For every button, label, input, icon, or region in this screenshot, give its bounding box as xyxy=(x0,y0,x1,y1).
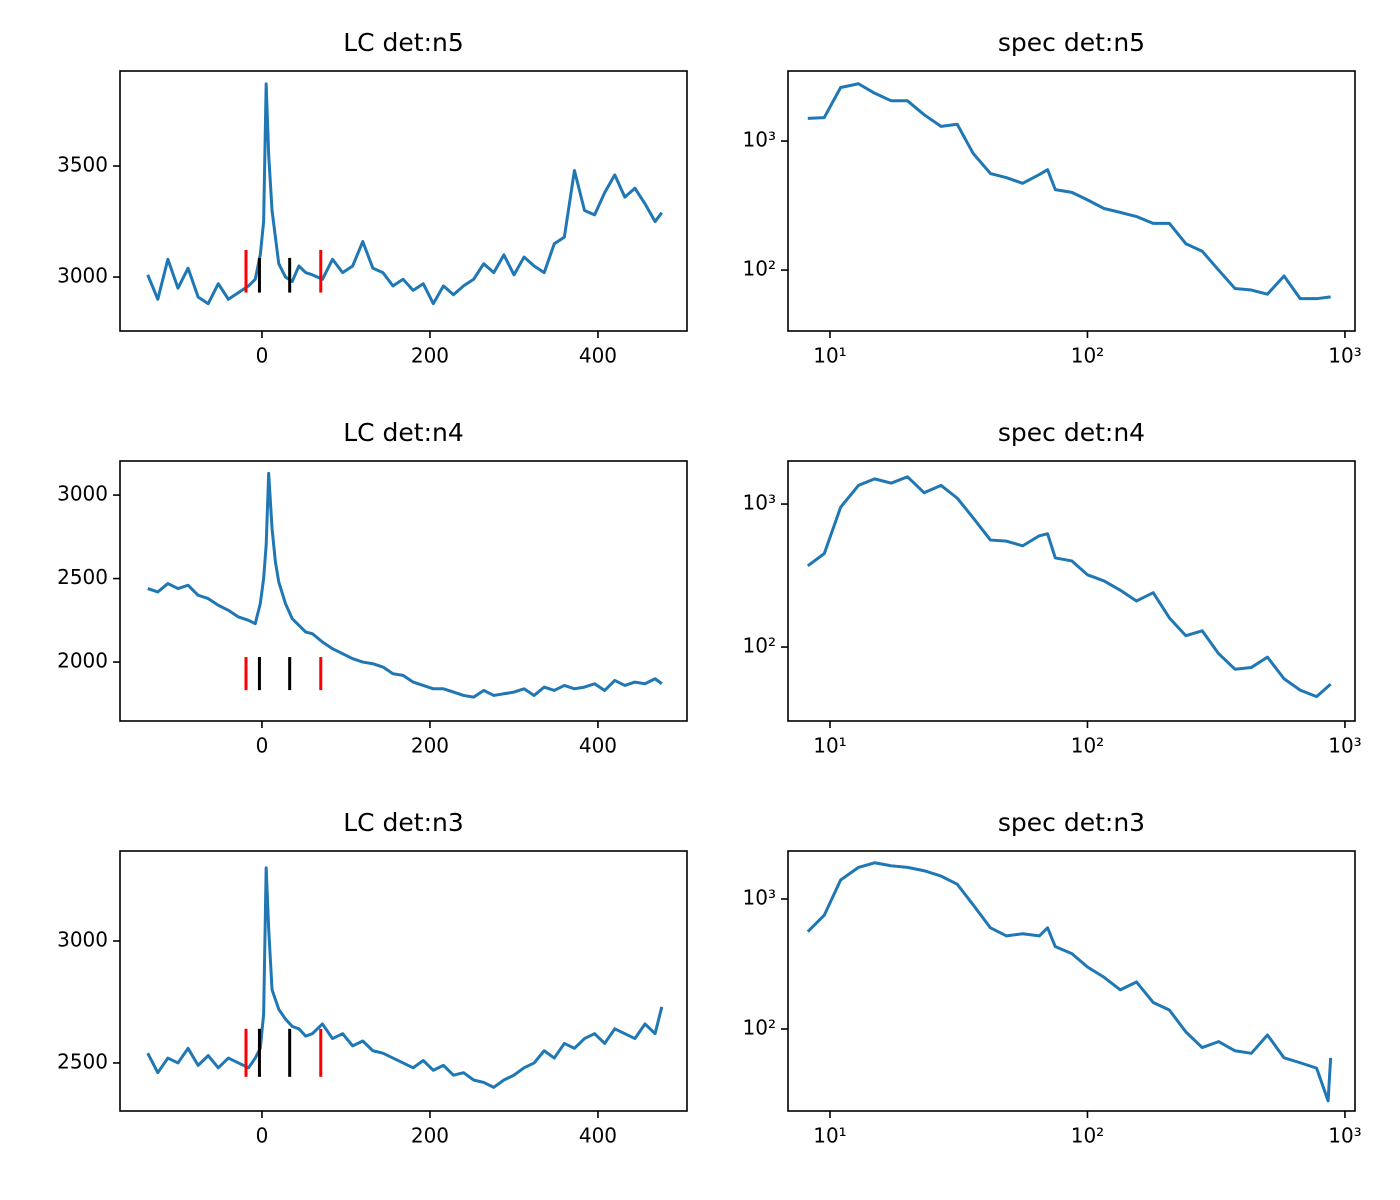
y-tick-label: 3500 xyxy=(57,153,108,177)
x-tick-label: 400 xyxy=(579,344,617,368)
x-tick-label: 200 xyxy=(411,344,449,368)
data-line xyxy=(147,471,663,699)
y-tick-label: 3000 xyxy=(57,482,108,506)
subplot-title: spec det:n5 xyxy=(998,28,1145,57)
x-tick-label: 10² xyxy=(1071,734,1104,758)
y-tick-label: 3000 xyxy=(57,264,108,288)
x-tick-label: 200 xyxy=(411,1124,449,1148)
plot-area xyxy=(147,471,663,699)
data-line xyxy=(806,475,1332,699)
x-tick-label: 400 xyxy=(579,734,617,758)
axes-frame xyxy=(119,850,688,1112)
y-tick-label: 10³ xyxy=(743,491,776,515)
x-tick-label: 10¹ xyxy=(813,1124,846,1148)
plot-area xyxy=(146,866,664,1089)
x-tick-label: 0 xyxy=(256,734,269,758)
y-tick-label: 2500 xyxy=(57,1049,108,1073)
axes-frame xyxy=(119,460,688,722)
subplot-title: spec det:n3 xyxy=(998,808,1145,837)
subplot-title: LC det:n5 xyxy=(343,28,464,57)
subplot: LC det:n5 0 200 400 3000 3500 xyxy=(57,28,688,368)
x-tick-label: 400 xyxy=(579,1124,617,1148)
data-line xyxy=(146,82,663,306)
x-tick-label: 10² xyxy=(1071,344,1104,368)
y-tick-label: 10² xyxy=(743,1015,776,1039)
x-tick-label: 200 xyxy=(411,734,449,758)
y-tick-label: 10³ xyxy=(743,885,776,909)
y-tick-label: 10² xyxy=(743,634,776,658)
plot-area xyxy=(146,82,663,306)
x-tick-label: 10³ xyxy=(1328,734,1361,758)
subplot: spec det:n3 10¹ 10² 10³ 10² 10³ xyxy=(743,808,1362,1148)
data-line xyxy=(146,866,664,1089)
plot-area xyxy=(807,82,1331,301)
plot-area xyxy=(806,475,1332,699)
subplot: LC det:n4 0 200 400 2000 2500 3000 xyxy=(57,418,688,758)
axes-frame xyxy=(787,460,1356,722)
axes-frame xyxy=(787,70,1356,332)
data-line xyxy=(807,82,1331,301)
x-tick-label: 10¹ xyxy=(813,344,846,368)
x-tick-label: 10³ xyxy=(1328,344,1361,368)
y-tick-label: 3000 xyxy=(57,928,108,952)
y-tick-label: 2000 xyxy=(57,649,108,673)
x-tick-label: 0 xyxy=(256,1124,269,1148)
x-tick-label: 10¹ xyxy=(813,734,846,758)
x-tick-label: 0 xyxy=(256,344,269,368)
x-tick-label: 10² xyxy=(1071,1124,1104,1148)
subplot: LC det:n3 0 200 400 2500 3000 xyxy=(57,808,688,1148)
y-tick-label: 2500 xyxy=(57,565,108,589)
y-tick-label: 10² xyxy=(743,257,776,281)
subplot-title: LC det:n4 xyxy=(343,418,464,447)
data-line xyxy=(806,861,1333,1103)
subplot-title: spec det:n4 xyxy=(998,418,1145,447)
y-tick-label: 10³ xyxy=(743,128,776,152)
subplot: spec det:n4 10¹ 10² 10³ 10² 10³ xyxy=(743,418,1362,758)
axes-frame xyxy=(787,850,1356,1112)
plot-area xyxy=(806,861,1333,1103)
subplot-title: LC det:n3 xyxy=(343,808,464,837)
axes-frame xyxy=(119,70,688,332)
x-tick-label: 10³ xyxy=(1328,1124,1361,1148)
subplot: spec det:n5 10¹ 10² 10³ 10² 10³ xyxy=(743,28,1362,368)
